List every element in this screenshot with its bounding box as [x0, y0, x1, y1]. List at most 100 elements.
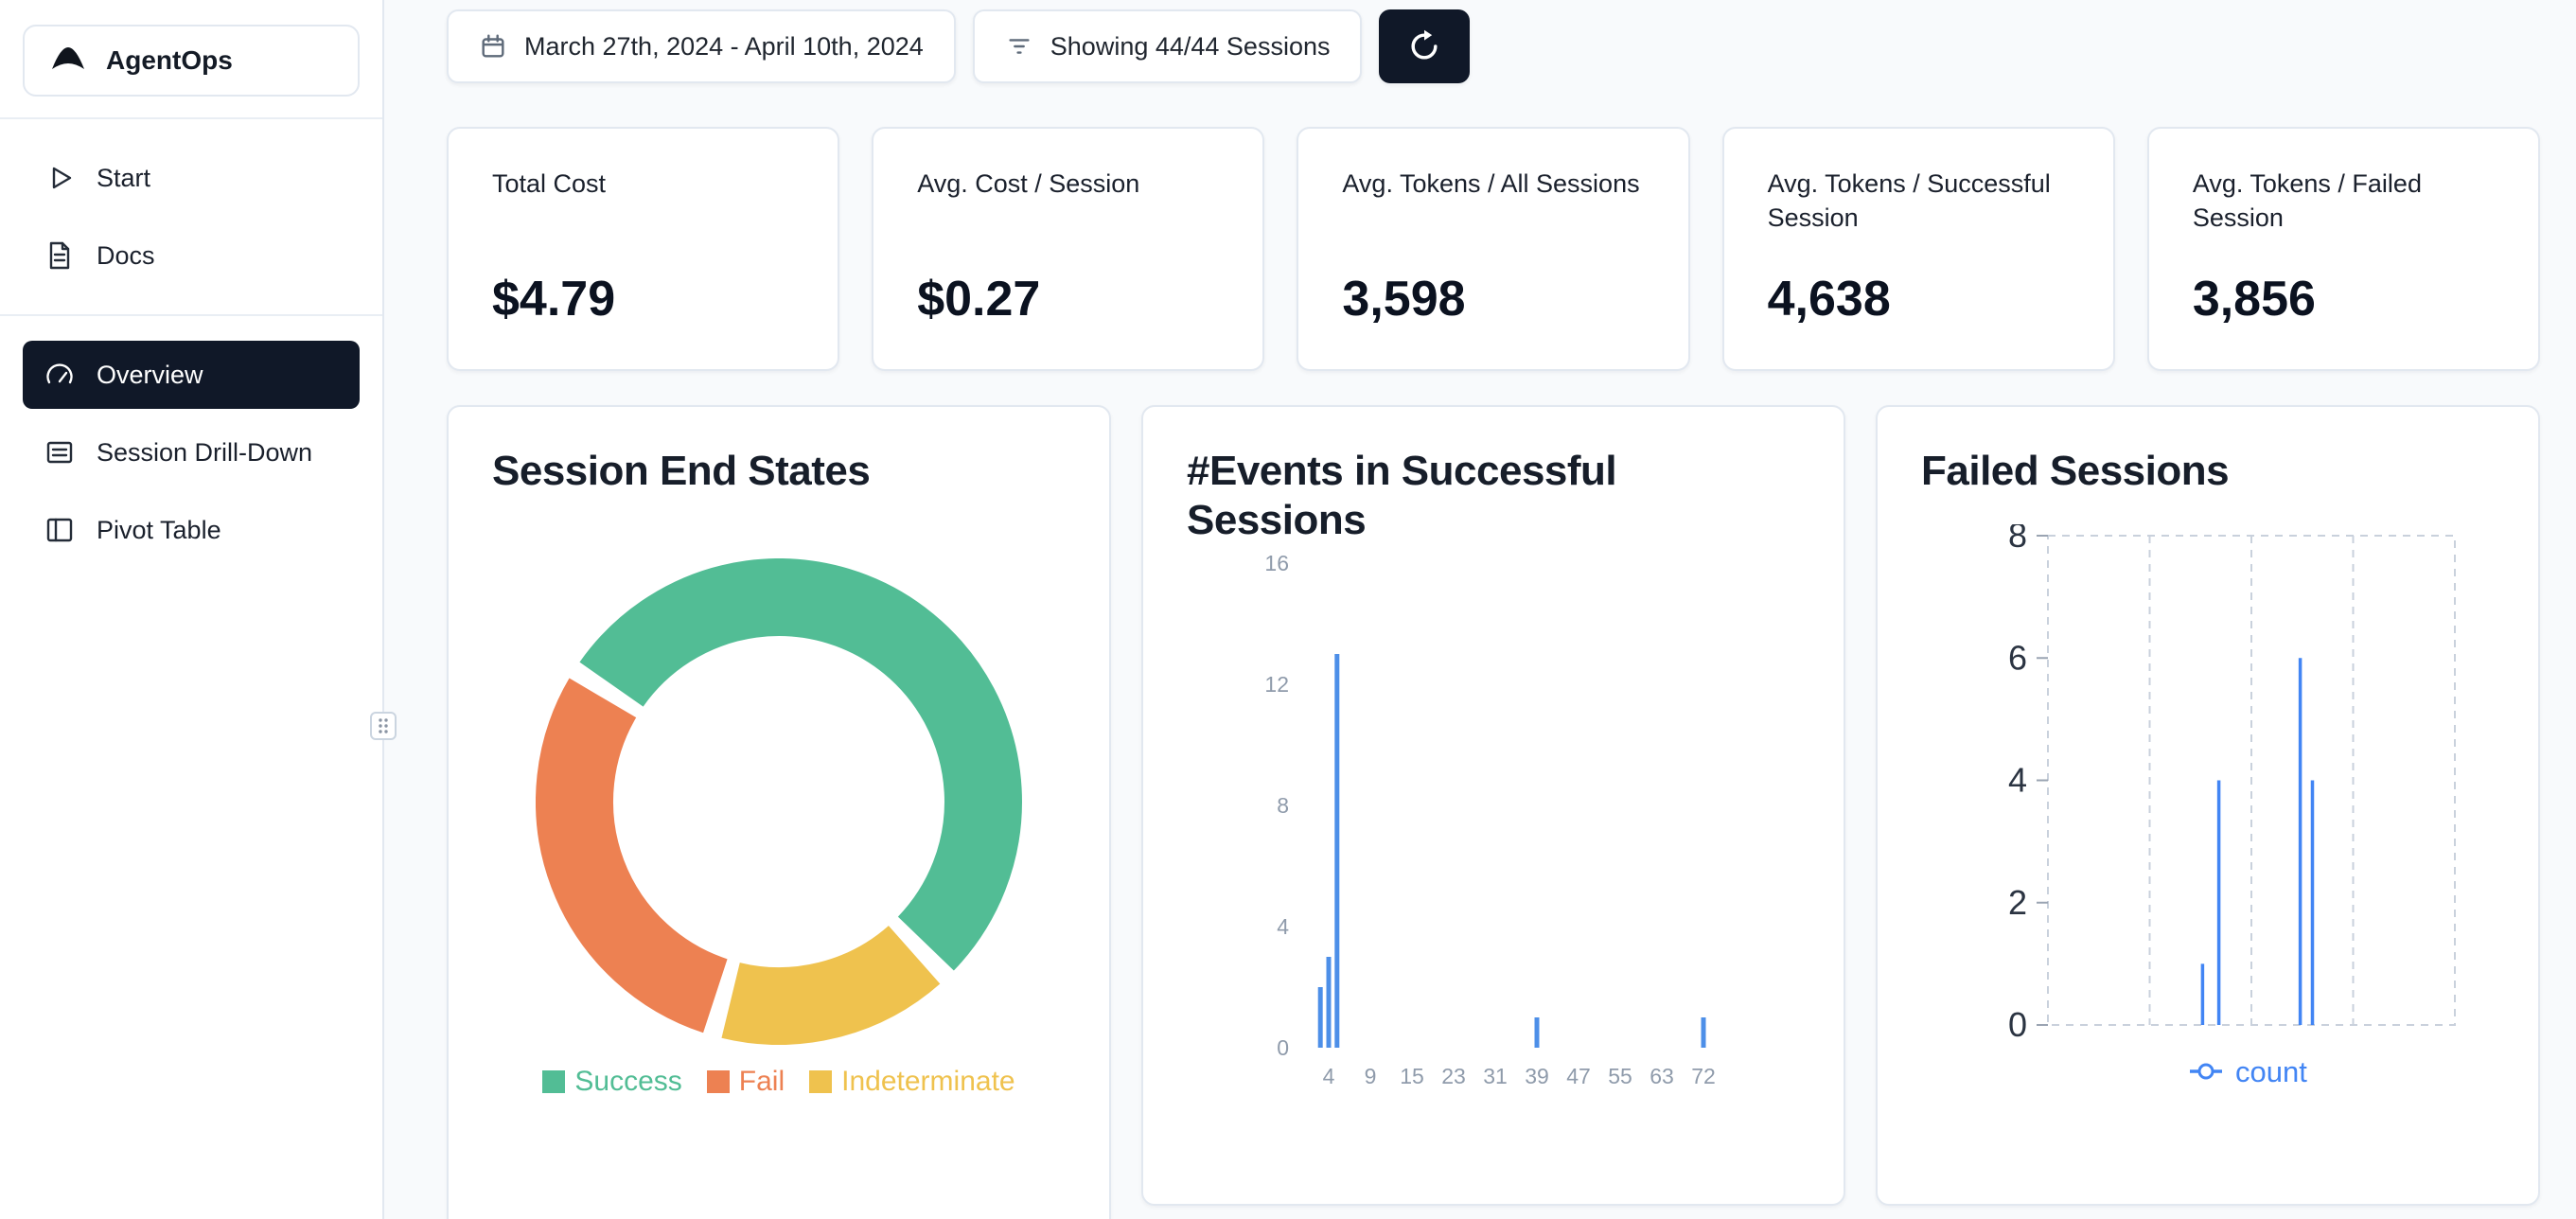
agentops-logo[interactable]: AgentOps [23, 25, 360, 97]
y-tick-label: 16 [1264, 554, 1289, 575]
sidebar-item-pivot-table[interactable]: Pivot Table [23, 496, 360, 564]
y-tick-label: 4 [1277, 914, 1289, 939]
sessions-filter-label: Showing 44/44 Sessions [1050, 31, 1331, 61]
stat-card-avg-tokens-all: Avg. Tokens / All Sessions 3,598 [1297, 127, 1690, 371]
agentops-logo-icon [52, 47, 84, 69]
stat-value: 3,598 [1342, 272, 1466, 327]
sidebar-item-session-drill-down[interactable]: Session Drill-Down [23, 418, 360, 486]
events-bar-chart: 0 4 8 12 16 4 9 15 23 31 39 47 55 63 72 [1264, 554, 1716, 1088]
sidebar-item-start[interactable]: Start [23, 144, 360, 212]
bar[interactable] [1334, 653, 1340, 1048]
date-range-button[interactable]: March 27th, 2024 - April 10th, 2024 [447, 9, 956, 83]
legend-swatch [706, 1069, 730, 1093]
stat-card-avg-tokens-successful: Avg. Tokens / Successful Session 4,638 [1721, 127, 2115, 371]
donut-segment-indeterminate[interactable] [721, 925, 941, 1045]
session-end-states-donut [536, 557, 1022, 1045]
legend-swatch [809, 1069, 833, 1093]
y-tick-label: 12 [1264, 672, 1289, 697]
legend-item-fail[interactable]: Fail [706, 1065, 785, 1098]
chart-title: Session End States [492, 448, 871, 494]
stat-label: Avg. Tokens / All Sessions [1342, 169, 1640, 198]
donut-wrap [492, 557, 1066, 1045]
session-end-states-legend: Success Fail Indeterminate [492, 1066, 1066, 1098]
stat-label: Avg. Tokens / Failed Session [2192, 169, 2422, 233]
y-tick-label: 8 [2008, 524, 2027, 555]
legend-item-success[interactable]: Success [542, 1065, 682, 1098]
document-icon [49, 241, 70, 270]
legend-label-count[interactable]: count [2235, 1055, 2307, 1088]
sessions-filter-button[interactable]: Showing 44/44 Sessions [972, 9, 1363, 83]
stat-label: Avg. Cost / Session [917, 169, 1140, 198]
stats-row: Total Cost $4.79 Avg. Cost / Session $0.… [447, 127, 2541, 371]
x-tick-label: 15 [1400, 1064, 1424, 1088]
sidebar-resize-handle[interactable] [370, 712, 397, 740]
chart-title: #Events in Successful Sessions [1187, 448, 1617, 543]
legend-item-indeterminate[interactable]: Indeterminate [809, 1066, 1015, 1098]
chart-title: Failed Sessions [1921, 448, 2230, 494]
failed-sessions-chart: 0 2 4 6 8 count [2008, 524, 2456, 1088]
legend-label: Indeterminate [841, 1065, 1015, 1097]
refresh-button[interactable] [1379, 9, 1471, 83]
x-tick-label: 55 [1608, 1064, 1632, 1088]
stat-value: 4,638 [1767, 272, 1891, 327]
sidebar-item-label: Docs [97, 240, 155, 270]
columns-icon [46, 518, 73, 542]
sidebar-item-label: Start [97, 163, 151, 192]
list-card-icon [46, 441, 73, 464]
events-in-successful-sessions-card: #Events in Successful Sessions 0 4 8 12 16 4 9… [1141, 405, 1845, 1206]
grip-dots-icon [379, 718, 388, 733]
sidebar-item-label: Session Drill-Down [97, 437, 313, 467]
x-tick-label: 9 [1365, 1064, 1377, 1088]
stat-value: 3,856 [2192, 272, 2316, 327]
stat-label: Avg. Tokens / Successful Session [1767, 169, 2051, 233]
y-tick-label: 4 [2008, 760, 2027, 799]
legend-marker-dot [2197, 1063, 2214, 1080]
toolbar: March 27th, 2024 - April 10th, 2024 Show… [447, 9, 2540, 83]
bar[interactable] [1326, 956, 1332, 1048]
sidebar: AgentOps Start Docs Overview [0, 0, 397, 1219]
sidebar-item-label: Pivot Table [97, 515, 221, 544]
y-tick-label: 0 [1277, 1035, 1289, 1060]
x-tick-label: 31 [1483, 1064, 1508, 1088]
x-tick-label: 47 [1566, 1064, 1591, 1088]
legend-label: Success [574, 1065, 682, 1097]
stat-value: $0.27 [917, 272, 1041, 327]
sidebar-nav-top: Start Docs [0, 119, 382, 314]
x-tick-label: 39 [1525, 1064, 1549, 1088]
donut-segment-fail[interactable] [536, 678, 729, 1034]
calendar-icon [482, 34, 504, 58]
gauge-icon [46, 363, 73, 384]
bar[interactable] [1701, 1016, 1706, 1048]
x-tick-label: 72 [1691, 1064, 1716, 1088]
date-range-label: March 27th, 2024 - April 10th, 2024 [524, 31, 924, 61]
x-tick-label: 63 [1650, 1064, 1674, 1088]
play-icon [52, 167, 72, 189]
stat-value: $4.79 [492, 272, 616, 327]
failed-sessions-card: Failed Sessions 0 2 4 6 8 count [1876, 405, 2540, 1206]
y-tick-label: 2 [2008, 883, 2027, 922]
y-tick-label: 0 [2008, 1005, 2027, 1044]
sidebar-item-label: Overview [97, 360, 203, 389]
stat-card-avg-cost-session: Avg. Cost / Session $0.27 [872, 127, 1265, 371]
x-tick-label: 4 [1323, 1064, 1335, 1088]
session-end-states-card: Session End States Success Fail Indetermin… [447, 405, 1111, 1219]
stat-card-avg-tokens-failed: Avg. Tokens / Failed Session 3,856 [2146, 127, 2541, 371]
filter-icon [1009, 39, 1030, 54]
charts-row: Session End States Success Fail Indetermin… [447, 405, 2540, 1219]
bar[interactable] [1534, 1016, 1540, 1048]
legend-swatch [542, 1069, 566, 1093]
bar[interactable] [1317, 986, 1323, 1048]
app-title: AgentOps [106, 45, 233, 75]
sidebar-item-overview[interactable]: Overview [23, 341, 360, 409]
legend-label: Fail [738, 1065, 785, 1097]
donut-segment-success[interactable] [579, 557, 1022, 971]
y-tick-label: 6 [2008, 638, 2027, 677]
x-tick-label: 23 [1441, 1064, 1466, 1088]
sidebar-item-docs[interactable]: Docs [23, 221, 360, 290]
sidebar-nav-main: Overview Session Drill-Down Pivot Table [0, 316, 382, 589]
main-content: March 27th, 2024 - April 10th, 2024 Show… [384, 0, 2576, 1219]
sidebar-divider [0, 117, 382, 119]
y-tick-label: 8 [1277, 793, 1289, 818]
stat-label: Total Cost [492, 169, 607, 198]
stat-card-total-cost: Total Cost $4.79 [447, 127, 840, 371]
